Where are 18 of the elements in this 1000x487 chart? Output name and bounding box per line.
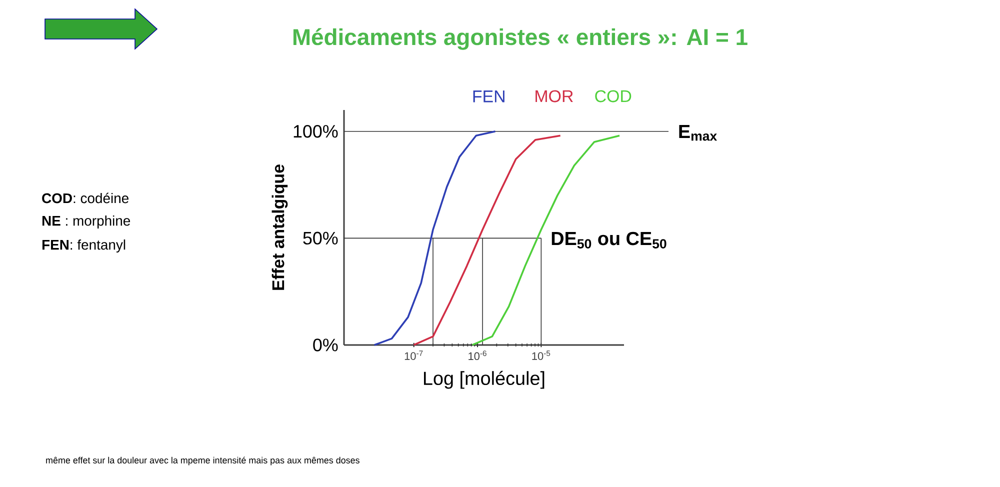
y-tick-label: 100% [294,124,338,138]
x-axis-title: Log [molécule] [424,370,544,389]
text: même effet sur la douleur avec la mpeme intensité mais pas aux mêmes doses [46,456,360,466]
x-tick-label: 10$^{-6}$ [468,350,486,360]
y-tick-label: 0% [313,338,338,352]
series-label: FEN [473,90,504,102]
text: COD [595,90,632,102]
y-tick-label: 50% [303,232,338,245]
chart-title: Médicaments agonistes « entiers »: AI = 1 [293,28,748,50]
ref-line-label: DE$_{50}$ ou CE$_{50}$ [552,232,666,248]
text: NE : morphine [42,215,130,228]
text: COD: codéine [42,192,128,204]
ref-line-label: E$_{max}$ [679,125,717,141]
y-axis-title: Effet antalgique [272,164,288,290]
text: MOR [536,90,573,102]
x-tick-label: 10$^{-5}$ [532,350,550,360]
text: FEN: fentanyl [42,239,126,252]
x-tick-label: 10$^{-7}$ [404,350,423,360]
